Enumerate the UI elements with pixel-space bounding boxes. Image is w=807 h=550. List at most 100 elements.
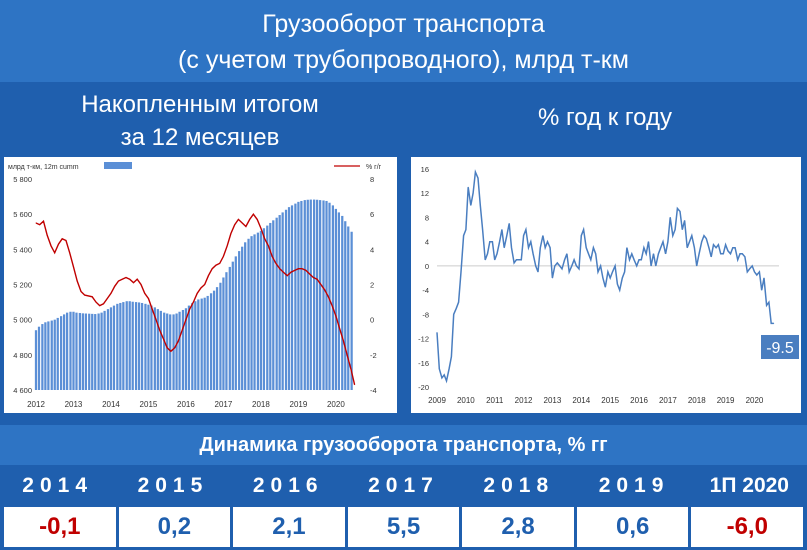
x-tick-label: 2011 xyxy=(486,396,504,405)
yoy-point xyxy=(174,347,176,349)
yoy-point xyxy=(155,319,157,321)
bar xyxy=(256,232,260,390)
yoy-point xyxy=(465,229,467,230)
bar xyxy=(228,266,231,390)
yoy-point xyxy=(744,256,746,258)
year-cell: 2015 xyxy=(137,474,209,497)
yoy-point xyxy=(535,265,537,267)
yoy-point xyxy=(523,235,524,237)
yoy-point xyxy=(181,329,183,331)
year-cell: 1П 2020 xyxy=(709,474,789,497)
yoy-point xyxy=(159,329,161,331)
bar xyxy=(234,256,237,390)
bar xyxy=(266,225,269,390)
yoy-point xyxy=(95,301,97,303)
yoy-point xyxy=(324,289,326,291)
y-tick-label: -12 xyxy=(418,335,429,344)
yoy-point xyxy=(515,259,517,261)
y-tick-label: -4 xyxy=(422,286,429,295)
yoy-point xyxy=(681,229,683,230)
bar xyxy=(290,205,294,390)
yoy-point xyxy=(684,220,686,221)
yoy-point xyxy=(327,296,329,298)
x-tick-label: 2013 xyxy=(65,400,83,409)
yoy-point xyxy=(312,277,314,278)
bar xyxy=(191,302,194,390)
bar xyxy=(41,324,44,390)
x-tick-label: 2020 xyxy=(327,400,345,409)
y-left-tick-label: 5 400 xyxy=(13,245,32,254)
yoy-point xyxy=(106,298,108,299)
yoy-point xyxy=(260,227,262,229)
bar xyxy=(100,312,103,390)
yoy-chart: 16 12 8 4 0 -4 -8 -12 -16 -20 2009 2010 2011 2012 2013… xyxy=(418,165,799,405)
y-tick-label: 8 xyxy=(425,213,429,222)
yoy-point xyxy=(241,222,243,224)
yoy-point xyxy=(593,247,594,249)
yoy-point xyxy=(305,270,307,271)
bar xyxy=(65,312,69,390)
yoy-point xyxy=(650,265,652,267)
right-chart-subtitle: % год к году xyxy=(538,104,672,131)
yoy-point xyxy=(170,350,172,352)
bar xyxy=(103,310,106,390)
yoy-point xyxy=(438,368,440,370)
yoy-point xyxy=(125,277,127,278)
yoy-point xyxy=(701,241,703,243)
value-cell: 5,5 xyxy=(347,507,460,547)
yoy-point xyxy=(503,247,505,249)
yoy-point xyxy=(140,284,142,285)
yoy-point xyxy=(163,338,164,340)
yoy-point xyxy=(763,277,765,279)
bar xyxy=(140,302,144,390)
bar xyxy=(238,251,241,390)
yoy-point xyxy=(612,271,613,273)
bar xyxy=(313,199,316,390)
value-cell: -0,1 xyxy=(4,507,116,547)
x-tick-label: 2014 xyxy=(572,396,590,405)
yoy-point xyxy=(479,204,481,206)
yoy-point xyxy=(667,241,669,243)
bar xyxy=(297,201,300,390)
bar xyxy=(91,313,94,390)
yoy-point xyxy=(91,296,93,298)
x-tick-label: 2010 xyxy=(457,396,475,405)
yoy-point xyxy=(571,265,573,267)
yoy-point xyxy=(286,275,288,277)
bar xyxy=(150,305,153,390)
yoy-point xyxy=(660,247,662,249)
yoy-point xyxy=(737,259,739,261)
bar xyxy=(94,314,97,390)
bar xyxy=(309,199,312,390)
yoy-point xyxy=(518,259,520,261)
bar xyxy=(128,301,131,390)
bar xyxy=(269,222,272,390)
x-tick-label: 2015 xyxy=(601,396,619,405)
bar xyxy=(34,330,38,390)
yoy-point xyxy=(346,354,348,356)
bar xyxy=(122,302,125,390)
bar xyxy=(200,298,203,390)
yoy-point xyxy=(484,259,486,261)
y-right-tick-label: -2 xyxy=(370,351,377,360)
yoy-point xyxy=(694,247,695,249)
bar xyxy=(178,311,181,390)
bar xyxy=(272,220,275,390)
yoy-point xyxy=(494,259,496,261)
bar xyxy=(97,313,100,390)
left-subtitle-line2: за 12 месяцев xyxy=(120,124,280,151)
yoy-point xyxy=(354,384,356,386)
yoy-point xyxy=(492,241,493,243)
yoy-point xyxy=(185,319,187,321)
bar xyxy=(131,301,134,390)
yoy-point xyxy=(506,235,508,237)
yoy-point xyxy=(264,238,266,240)
y-right-tick-label: 0 xyxy=(370,316,374,325)
yoy-point xyxy=(339,328,341,329)
bar xyxy=(306,199,309,390)
yoy-point xyxy=(256,219,258,220)
yoy-point xyxy=(758,271,760,273)
bar xyxy=(287,207,291,390)
y-left-tick-label: 5 000 xyxy=(13,316,32,325)
yoy-point xyxy=(316,278,318,280)
